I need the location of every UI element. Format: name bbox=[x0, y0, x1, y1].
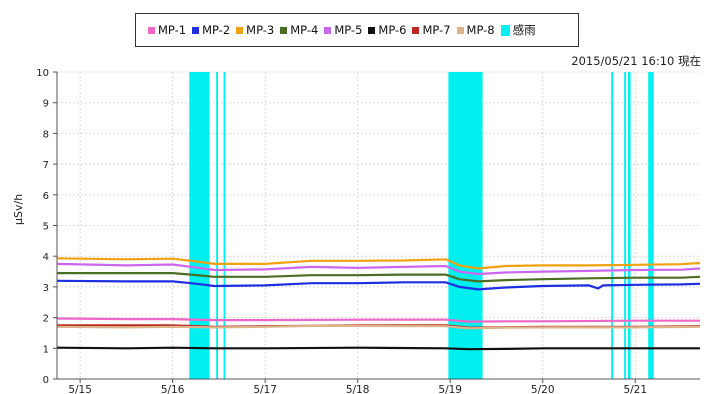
x-tick-label: 5/19 bbox=[438, 384, 462, 394]
timestamp: 2015/05/21 16:10 現在 bbox=[571, 54, 701, 68]
legend-item: MP-1 bbox=[148, 22, 186, 38]
legend-label: MP-1 bbox=[158, 23, 187, 37]
series-line-mp-2 bbox=[56, 279, 701, 291]
legend-item: MP-3 bbox=[236, 22, 274, 38]
x-tick-label: 5/16 bbox=[161, 384, 185, 394]
legend-label: MP-3 bbox=[246, 23, 275, 37]
series-line-mp-6 bbox=[56, 346, 700, 351]
rain-band bbox=[448, 72, 483, 379]
series-line-mp-4 bbox=[57, 272, 701, 283]
x-tick-label: 5/17 bbox=[253, 384, 277, 394]
legend-swatch bbox=[192, 26, 200, 34]
y-tick-label: 7 bbox=[43, 160, 49, 171]
legend-swatch bbox=[280, 26, 288, 34]
legend-items: MP-1 MP-2 MP-3 MP-4 MP-5 MP-6 MP-7 MP-8 感雨 bbox=[148, 22, 536, 38]
y-tick-label: 4 bbox=[43, 252, 49, 263]
rain-band bbox=[216, 72, 218, 379]
y-tick-label: 1 bbox=[43, 344, 49, 355]
legend-swatch bbox=[236, 26, 244, 34]
legend-label: MP-2 bbox=[202, 23, 231, 37]
x-tick-label: 5/18 bbox=[346, 384, 370, 394]
legend-label: MP-4 bbox=[290, 23, 319, 37]
legend-label: MP-7 bbox=[422, 23, 451, 37]
legend-item: MP-8 bbox=[456, 22, 495, 38]
y-tick-label: 9 bbox=[43, 99, 49, 110]
x-tick-label: 5/21 bbox=[623, 384, 647, 394]
y-tick-label: 6 bbox=[43, 191, 49, 202]
legend-label: 感雨 bbox=[512, 23, 536, 37]
legend: MP-1 MP-2 MP-3 MP-4 MP-5 MP-6 MP-7 MP-8 感雨 bbox=[135, 13, 579, 47]
series-line-mp-1 bbox=[56, 317, 700, 323]
y-axis-label: μSv/h bbox=[12, 193, 25, 225]
series-line-mp-5 bbox=[56, 262, 701, 276]
tick-labels: 0 1 2 3 4 5 6 7 8 9 10 5/15 5/16 5/17 5/18 5/19 5/20 5/21 bbox=[36, 68, 647, 394]
legend-item: MP-2 bbox=[192, 22, 230, 38]
x-tick-label: 5/20 bbox=[531, 384, 555, 394]
series-line-mp-8 bbox=[56, 324, 701, 330]
y-tick-label: 0 bbox=[43, 375, 49, 386]
series-lines bbox=[56, 257, 701, 351]
legend-swatch bbox=[456, 26, 464, 34]
legend-swatch bbox=[412, 26, 420, 34]
legend-label: MP-8 bbox=[466, 23, 495, 37]
legend-item: 感雨 bbox=[500, 22, 536, 38]
legend-item: MP-5 bbox=[324, 22, 362, 38]
legend-swatch bbox=[148, 26, 155, 34]
rain-band bbox=[223, 72, 226, 379]
rain-band bbox=[627, 72, 631, 379]
legend-swatch bbox=[368, 26, 376, 34]
axes bbox=[53, 71, 700, 383]
legend-label: MP-5 bbox=[334, 23, 363, 37]
legend-item: MP-6 bbox=[368, 22, 406, 38]
rain-band bbox=[189, 72, 210, 379]
series-line-mp-3 bbox=[56, 257, 701, 270]
legend-item: MP-4 bbox=[280, 22, 318, 38]
x-tick-label: 5/15 bbox=[68, 384, 92, 394]
y-tick-label: 8 bbox=[43, 129, 49, 140]
legend-swatch bbox=[500, 24, 510, 36]
y-tick-label: 2 bbox=[43, 314, 49, 325]
legend-swatch bbox=[324, 26, 332, 34]
y-tick-label: 10 bbox=[36, 68, 49, 79]
rain-band bbox=[648, 72, 654, 379]
grid bbox=[57, 71, 700, 379]
legend-label: MP-6 bbox=[378, 23, 407, 37]
rain-band bbox=[611, 72, 614, 379]
y-tick-label: 5 bbox=[43, 222, 49, 233]
rain-band bbox=[624, 72, 626, 379]
legend-item: MP-7 bbox=[412, 22, 451, 38]
y-tick-label: 3 bbox=[43, 283, 49, 294]
